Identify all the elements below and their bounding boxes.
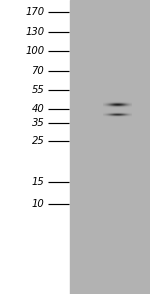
Bar (0, 0, 70, 294)
Text: 55: 55 (32, 85, 44, 95)
Text: 15: 15 (32, 177, 44, 187)
Text: 170: 170 (25, 7, 44, 17)
Text: 100: 100 (25, 46, 44, 56)
Text: 10: 10 (32, 199, 44, 209)
Text: 70: 70 (32, 66, 44, 76)
Text: 25: 25 (32, 136, 44, 146)
Bar (70, 0, 150, 294)
Text: 130: 130 (25, 27, 44, 37)
Text: 35: 35 (32, 118, 44, 128)
Text: 40: 40 (32, 104, 44, 114)
